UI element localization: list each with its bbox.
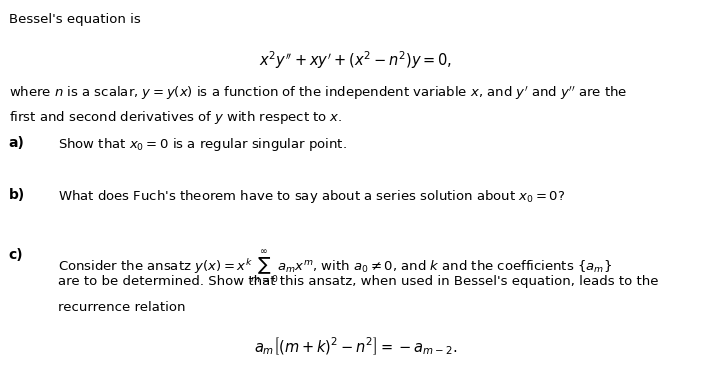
Text: Consider the ansatz $y(x) = x^k \sum_{m=0}^{\infty} a_m x^m$, with $a_0 \neq 0$,: Consider the ansatz $y(x) = x^k \sum_{m=… (58, 248, 612, 286)
Text: a): a) (9, 136, 24, 150)
Text: $a_m\left[(m+k)^2 - n^2\right] = -a_{m-2}.$: $a_m\left[(m+k)^2 - n^2\right] = -a_{m-2… (254, 335, 457, 357)
Text: where $n$ is a scalar, $y = y(x)$ is a function of the independent variable $x$,: where $n$ is a scalar, $y = y(x)$ is a f… (9, 85, 627, 102)
Text: are to be determined. Show that this ansatz, when used in Bessel's equation, lea: are to be determined. Show that this ans… (58, 275, 659, 288)
Text: What does Fuch's theorem have to say about a series solution about $x_0 = 0$?: What does Fuch's theorem have to say abo… (58, 188, 565, 205)
Text: b): b) (9, 188, 25, 202)
Text: $x^2y'' + xy' + (x^2 - n^2)y = 0,$: $x^2y'' + xy' + (x^2 - n^2)y = 0,$ (259, 49, 452, 71)
Text: c): c) (9, 248, 23, 262)
Text: recurrence relation: recurrence relation (58, 301, 186, 314)
Text: Bessel's equation is: Bessel's equation is (9, 13, 140, 26)
Text: first and second derivatives of $y$ with respect to $x$.: first and second derivatives of $y$ with… (9, 109, 342, 126)
Text: Show that $x_0 = 0$ is a regular singular point.: Show that $x_0 = 0$ is a regular singula… (58, 136, 347, 153)
